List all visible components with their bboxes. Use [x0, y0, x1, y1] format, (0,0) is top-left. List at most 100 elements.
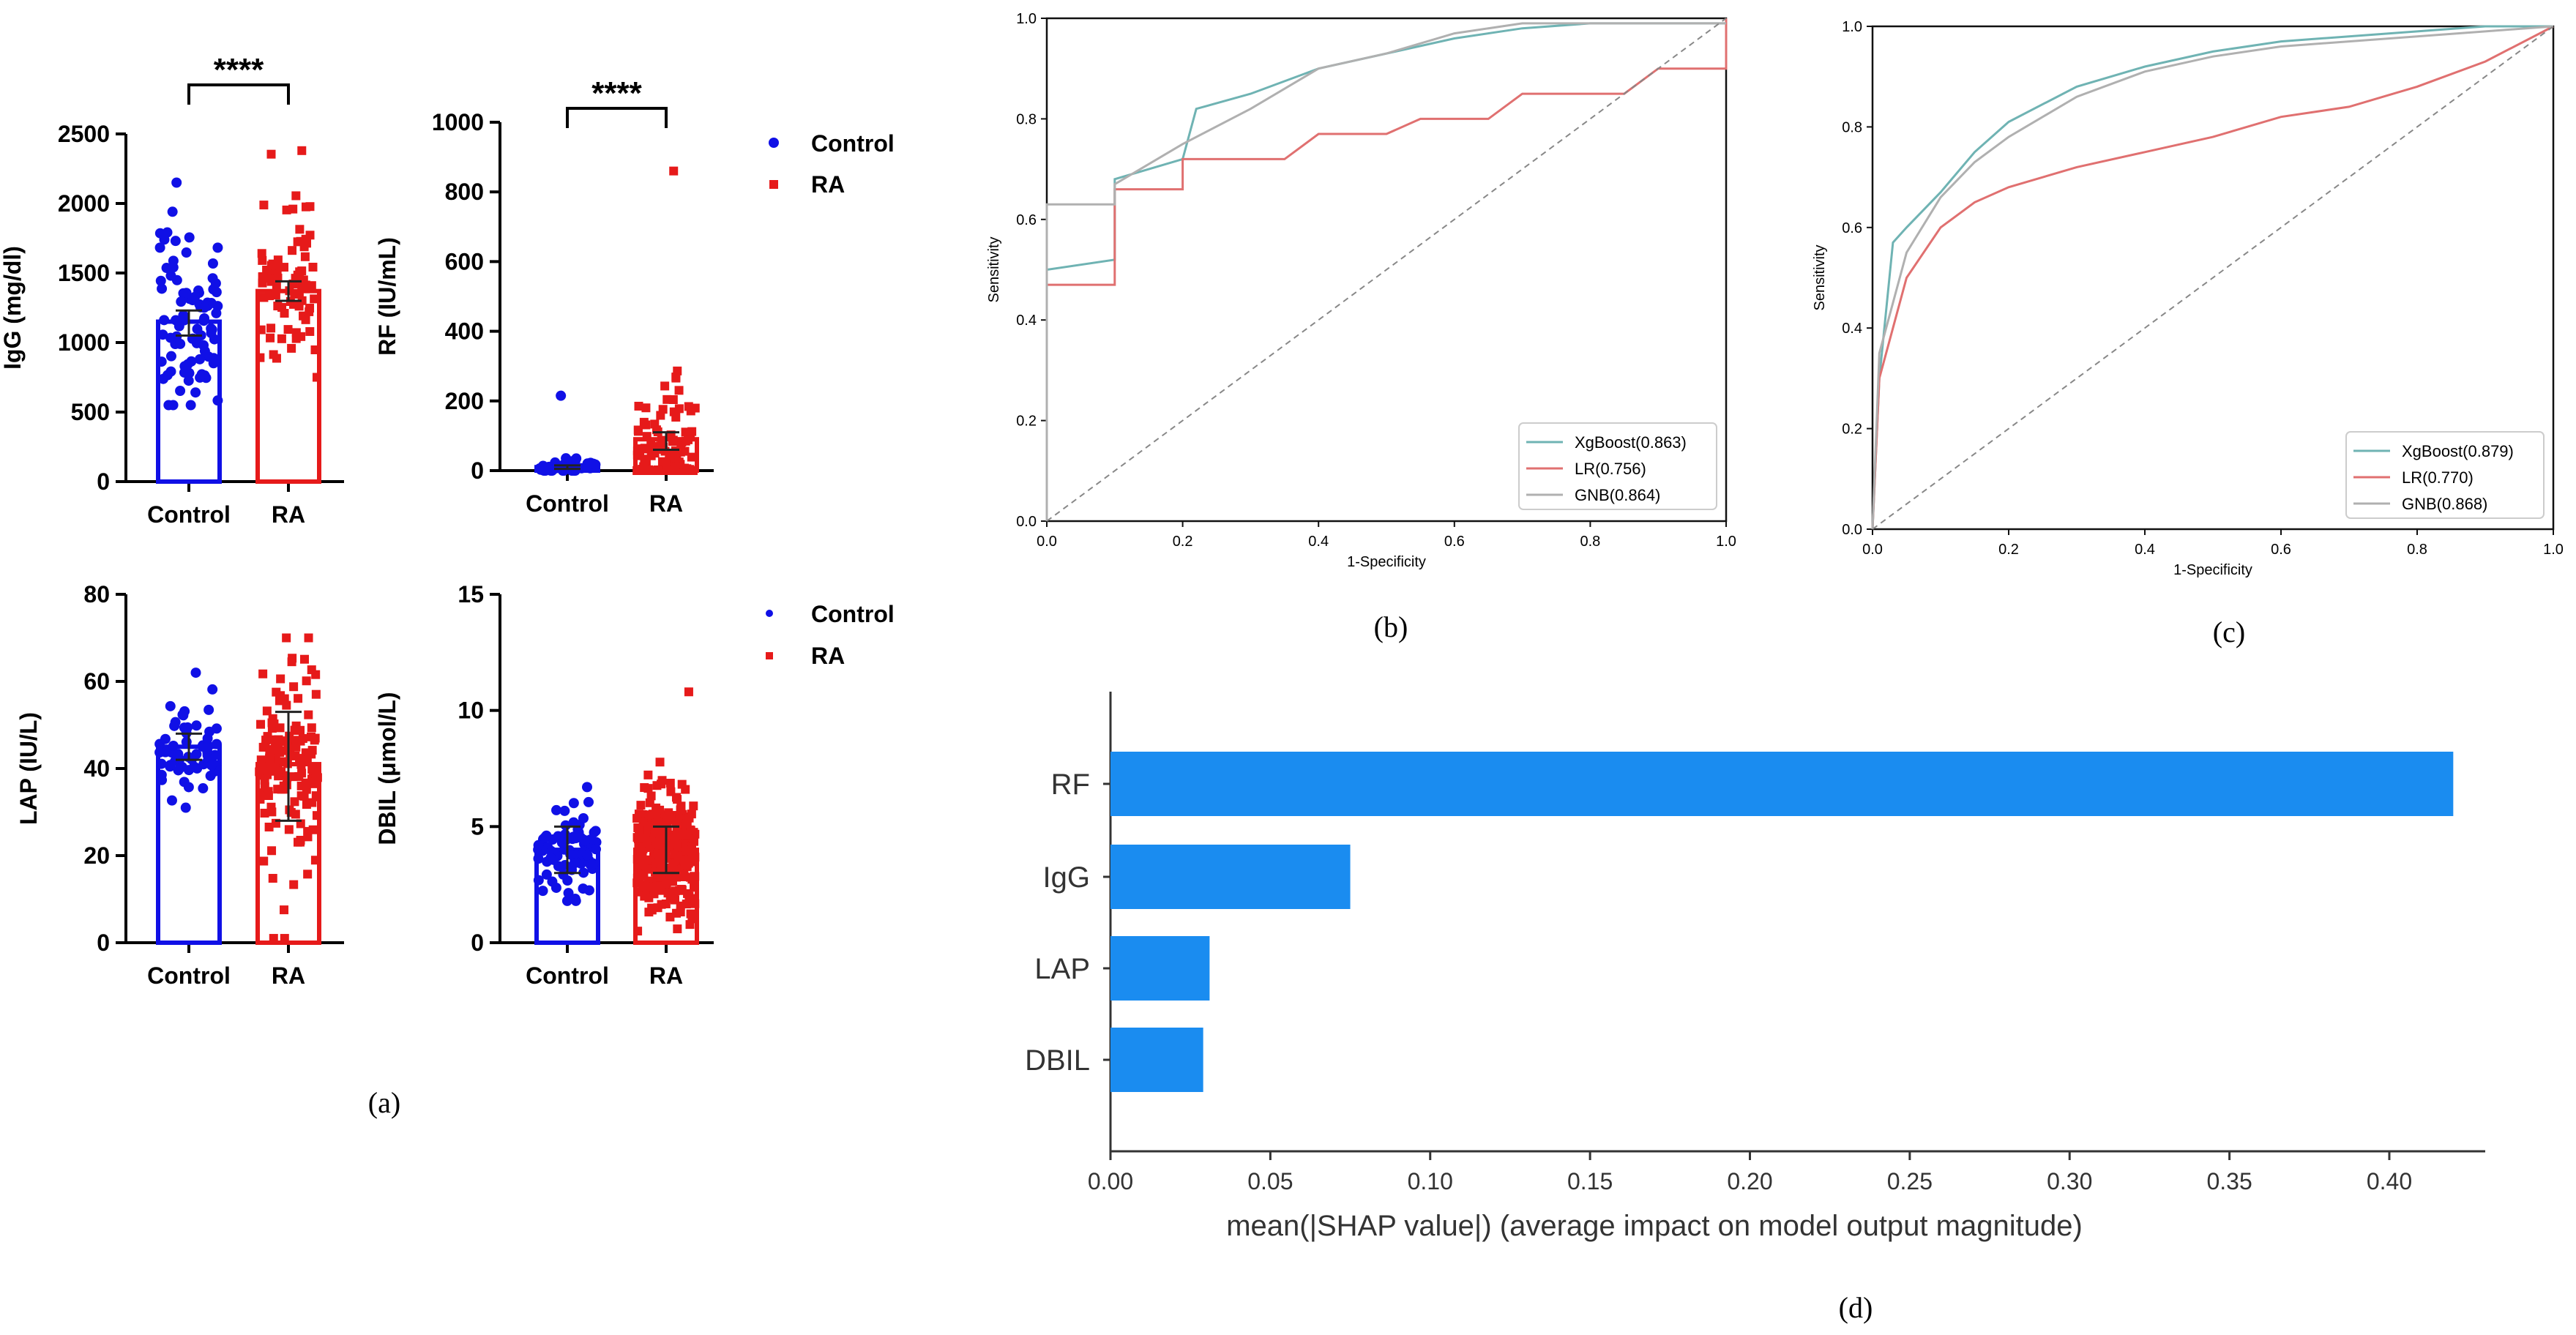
x-tick-label: Control: [147, 962, 231, 989]
data-point: [578, 812, 589, 823]
data-point: [570, 893, 580, 904]
data-point: [657, 850, 666, 860]
data-point: [311, 791, 321, 801]
data-point: [590, 459, 601, 470]
data-point: [300, 252, 310, 261]
y-tick-label: 1.0: [1016, 11, 1037, 27]
data-point: [178, 710, 189, 721]
data-point: [168, 262, 179, 273]
y-tick-label: 0.0: [1842, 522, 1862, 538]
x-tick-label: RA: [649, 490, 683, 517]
data-point: [259, 856, 269, 866]
data-point: [181, 247, 192, 258]
significance-bracket: [566, 107, 668, 128]
y-tick-label: 200: [445, 388, 484, 414]
chart-roc_c: 0.00.0 0.2 0.2 0.4 0.4 0.6 0.6 0.8 0.8 1.0 1.0 1-Sp…: [1812, 19, 2564, 578]
y-tick-label: 400: [445, 318, 484, 345]
data-point: [198, 783, 209, 794]
data-point: [271, 291, 280, 300]
data-point: [168, 740, 179, 751]
y-tick-label: 1500: [58, 260, 110, 286]
data-point: [296, 736, 305, 746]
data-point: [181, 736, 192, 747]
data-point: [297, 266, 307, 276]
data-point: [307, 765, 317, 774]
plot-frame: [1871, 25, 2555, 531]
x-tick-label: 0.6: [2271, 542, 2291, 558]
roc-curve-2: [1871, 25, 2554, 530]
data-point: [258, 669, 268, 678]
data-point: [655, 758, 665, 767]
data-point: [537, 886, 548, 897]
y-axis-label: LAP (IU/L): [15, 712, 42, 825]
data-point: [582, 782, 593, 793]
data-point: [155, 275, 166, 286]
data-point: [311, 689, 321, 699]
data-point: [641, 420, 651, 430]
data-point: [671, 413, 681, 422]
data-point: [558, 837, 569, 848]
data-point: [291, 191, 301, 201]
data-point: [266, 149, 276, 159]
data-point: [669, 166, 679, 176]
data-point: [269, 350, 278, 359]
data-point: [266, 333, 275, 343]
data-point: [305, 326, 315, 336]
x-tick-label: 0.8: [1580, 534, 1600, 550]
data-point: [582, 850, 593, 861]
data-point: [672, 872, 682, 882]
data-point: [257, 249, 266, 258]
y-tick-label: 2500: [58, 121, 110, 147]
data-point: [636, 847, 646, 856]
data-point: [157, 329, 168, 340]
data-point: [671, 793, 681, 802]
data-point: [556, 390, 567, 401]
x-tick-label: Control: [526, 962, 609, 989]
data-point: [665, 779, 675, 788]
x-tick-label: 0.00: [1088, 1168, 1133, 1194]
y-tick-label: 0: [97, 930, 110, 956]
panel-label-d: (d): [1839, 1291, 1873, 1324]
chart-lap: 0 20 40 60 80 LAP (IU/L) Control RA: [15, 581, 344, 989]
data-point: [302, 785, 311, 794]
data-point: [282, 737, 291, 747]
data-point: [303, 870, 313, 879]
data-point: [671, 373, 681, 383]
data-point: [644, 908, 654, 917]
data-point: [644, 893, 654, 902]
data-point: [537, 464, 548, 475]
roc-curve-1: [1871, 25, 2554, 530]
data-point: [264, 765, 274, 774]
chance-line: [1046, 18, 1727, 522]
data-point: [190, 291, 201, 302]
data-point: [258, 272, 268, 281]
significance-label: ****: [591, 75, 642, 111]
data-point: [533, 839, 544, 850]
data-point: [634, 834, 643, 843]
data-point: [644, 810, 654, 820]
data-point: [561, 895, 572, 906]
data-point: [268, 874, 277, 883]
legend-ra-marker: [766, 652, 773, 659]
data-point: [652, 809, 661, 818]
x-tick-label: RA: [272, 962, 305, 989]
data-point: [570, 465, 580, 476]
x-tick-label: 0.40: [2367, 1168, 2412, 1194]
data-point: [305, 231, 315, 240]
data-point: [670, 895, 679, 905]
x-tick-label: 0.0: [1037, 534, 1057, 550]
legend-label: GNB(0.868): [2402, 495, 2487, 513]
data-point: [636, 801, 646, 810]
data-point: [681, 785, 690, 794]
data-point: [165, 760, 176, 771]
data-point: [157, 373, 168, 384]
data-point: [311, 774, 321, 784]
data-point: [275, 747, 285, 757]
x-tick-label: 0.15: [1567, 1168, 1613, 1194]
data-point: [539, 832, 550, 843]
data-point: [583, 885, 594, 896]
data-point: [173, 765, 184, 776]
data-point: [202, 733, 213, 744]
data-point: [533, 853, 544, 864]
